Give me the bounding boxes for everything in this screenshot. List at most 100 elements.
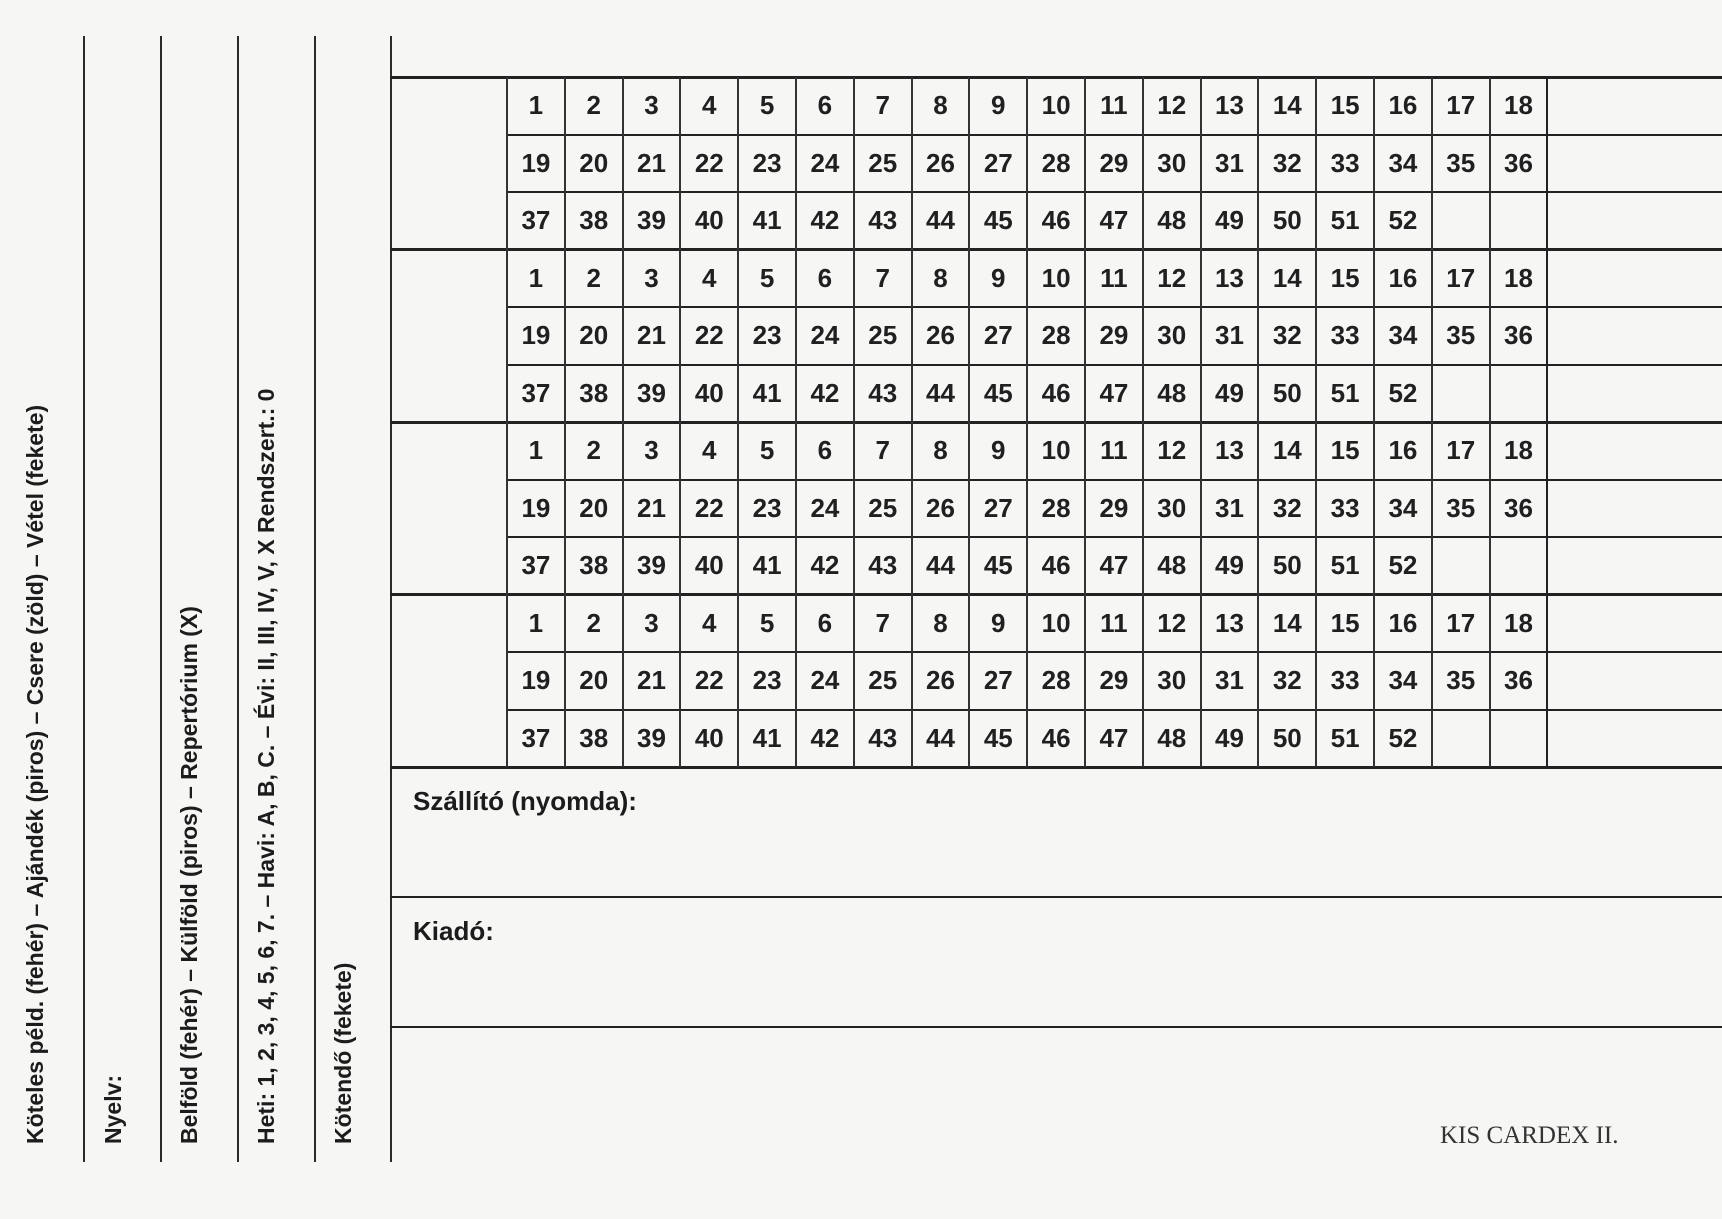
issue-cell: 34 [1373,652,1431,710]
issue-cell: 24 [795,652,853,710]
rule [506,191,1722,193]
issue-cell: 30 [1141,479,1200,537]
issue-cell: 45 [968,192,1026,250]
divider [314,36,316,1162]
publisher-label: Kiadó: [413,916,494,946]
issue-cell: 32 [1257,479,1315,537]
issue-cell: 41 [737,364,795,422]
issue-cell: 16 [1373,77,1431,135]
issue-cell: 32 [1257,307,1315,365]
issue-cell: 48 [1141,709,1200,767]
issue-cell: 43 [852,192,911,250]
issue-cell: 21 [621,307,680,365]
issue-cell: 43 [852,537,911,595]
issue-cell: 52 [1373,709,1431,767]
issue-cell: 9 [968,77,1026,135]
issue-cell: 50 [1257,537,1315,595]
issue-cell: 19 [506,134,564,192]
rule [506,363,1722,366]
empty-cell [1430,537,1489,595]
issue-cell: 40 [679,537,737,595]
issue-cell: 13 [1199,77,1258,135]
issue-cell: 2 [563,594,622,652]
issue-cell: 48 [1141,364,1200,422]
issue-cell: 21 [621,479,680,537]
issue-cell: 4 [679,249,737,307]
rule [390,593,1722,596]
issue-cell: 51 [1315,364,1373,422]
issue-cell: 32 [1257,652,1315,710]
rule [506,536,1722,538]
issue-cell: 48 [1141,192,1200,250]
issue-cell: 17 [1430,77,1489,135]
issue-cell: 33 [1315,652,1373,710]
rule [390,1026,1722,1028]
issue-cell: 30 [1141,134,1200,192]
issue-cell: 2 [563,422,622,480]
issue-cell: 50 [1257,364,1315,422]
issue-cell: 20 [563,134,622,192]
issue-cell: 41 [737,709,795,767]
issue-cell: 19 [506,652,564,710]
issue-cell: 47 [1084,192,1142,250]
issue-cell: 31 [1199,307,1258,365]
issue-cell: 23 [737,134,795,192]
issue-cell: 10 [1026,77,1084,135]
issue-cell: 26 [910,307,969,365]
divider [83,36,85,1162]
issue-cell: 15 [1315,594,1373,652]
issue-cell: 12 [1141,422,1200,480]
issue-cell: 44 [910,364,969,422]
issue-cell: 38 [563,709,622,767]
issue-cell: 42 [795,364,853,422]
issue-cell: 30 [1141,652,1200,710]
issue-cell: 24 [795,307,853,365]
issue-cell: 29 [1084,479,1142,537]
issue-cell: 18 [1488,77,1547,135]
issue-cell: 14 [1257,594,1315,652]
issue-cell: 34 [1373,479,1431,537]
divider [160,36,162,1162]
issue-cell: 8 [910,594,969,652]
issue-cell: 45 [968,364,1026,422]
empty-cell [1430,192,1489,250]
issue-cell: 45 [968,709,1026,767]
issue-cell: 30 [1141,307,1200,365]
issue-cell: 15 [1315,422,1373,480]
issue-cell: 1 [506,77,564,135]
issue-cell: 14 [1257,422,1315,480]
issue-cell: 13 [1199,422,1258,480]
issue-cell: 31 [1199,134,1258,192]
issue-cell: 24 [795,479,853,537]
issue-cell: 38 [563,364,622,422]
issue-cell: 12 [1141,77,1200,135]
issue-cell: 19 [506,479,564,537]
issue-cell: 5 [737,249,795,307]
issue-cell: 5 [737,422,795,480]
issue-cell: 40 [679,192,737,250]
issue-cell: 52 [1373,192,1431,250]
form-title: KIS CARDEX II. [1440,1122,1619,1149]
issue-cell: 49 [1199,192,1258,250]
issue-cell: 20 [563,479,622,537]
issue-cell: 28 [1026,652,1084,710]
issue-cell: 7 [852,77,911,135]
issue-cell: 26 [910,652,969,710]
issue-cell: 31 [1199,652,1258,710]
issue-cell: 4 [679,422,737,480]
issue-cell: 9 [968,594,1026,652]
issue-cell: 20 [563,652,622,710]
issue-cell: 36 [1488,134,1547,192]
issue-cell: 31 [1199,479,1258,537]
issue-cell: 39 [621,709,680,767]
issue-cell: 23 [737,479,795,537]
issue-cell: 12 [1141,594,1200,652]
supplier-label: Szállító (nyomda): [413,786,637,816]
copy-type-label: Köteles péld. (fehér) – Ajándék (piros) … [22,404,48,1144]
issue-cell: 7 [852,594,911,652]
issue-cell: 44 [910,709,969,767]
issue-cell: 22 [679,134,737,192]
issue-cell: 2 [563,249,622,307]
issue-cell: 32 [1257,134,1315,192]
issue-cell: 19 [506,307,564,365]
